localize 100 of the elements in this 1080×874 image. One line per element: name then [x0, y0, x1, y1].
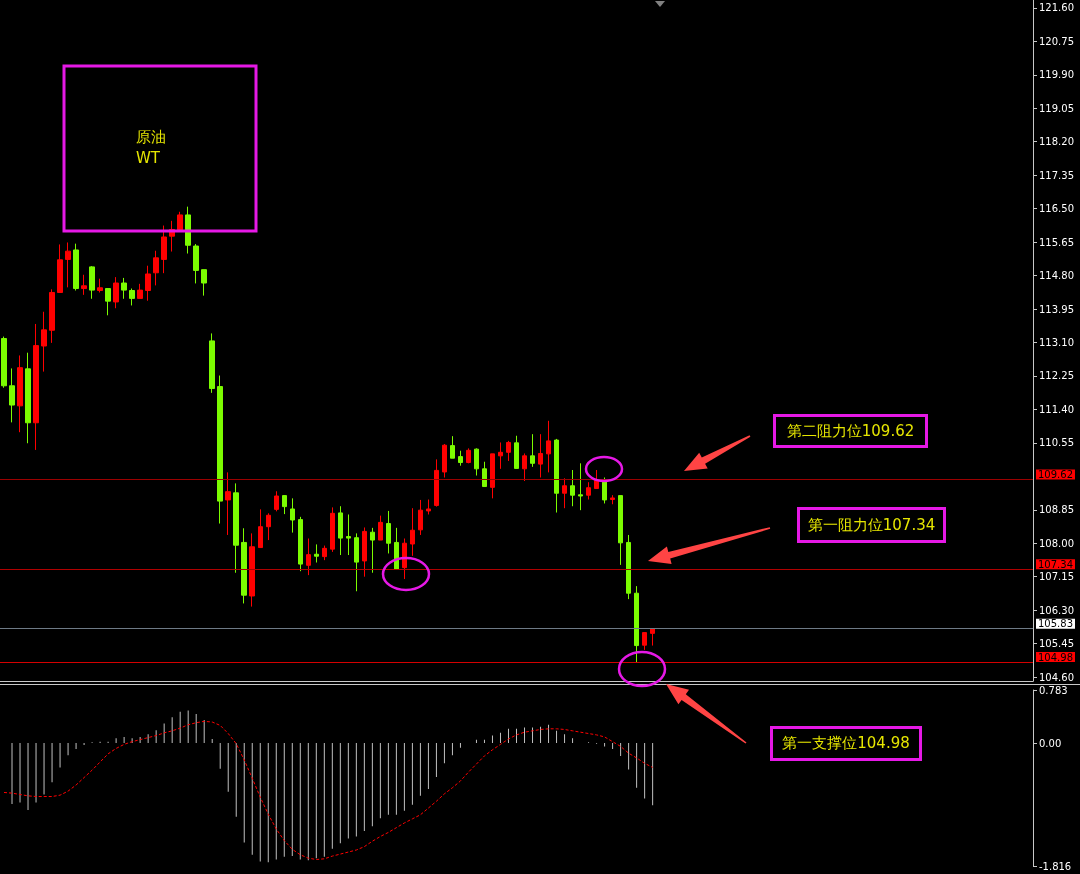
text: 原油 — [136, 127, 166, 146]
candlestick — [570, 469, 575, 507]
candlestick — [81, 274, 87, 296]
y-tick-label: 0.00 — [1039, 737, 1062, 749]
candlestick — [578, 462, 583, 511]
candlestick — [562, 477, 567, 509]
candlestick — [73, 243, 79, 292]
candlestick — [185, 206, 191, 255]
candlestick — [314, 543, 319, 564]
candlestick — [161, 225, 167, 274]
candlestick — [514, 435, 519, 469]
candlestick — [426, 499, 431, 515]
candlestick — [17, 354, 23, 433]
y-tick-label: 0.783 — [1039, 684, 1068, 696]
y-tick-label: 116.50 — [1039, 203, 1074, 215]
candlestick — [41, 311, 47, 373]
y-tick-label: 113.95 — [1039, 303, 1074, 315]
candlestick — [538, 433, 543, 478]
text: WT — [136, 148, 161, 167]
y-tick-label: 112.25 — [1039, 370, 1074, 382]
candlestick — [258, 508, 263, 549]
candlestick — [626, 534, 631, 600]
candlestick — [362, 526, 367, 578]
y-tick-label: 114.80 — [1039, 270, 1074, 282]
y-tick-label: -1.816 — [1039, 860, 1072, 872]
candlestick — [546, 420, 551, 473]
candlestick — [442, 443, 447, 478]
candlestick — [282, 494, 287, 515]
candlestick — [498, 441, 503, 470]
candlestick — [225, 471, 231, 536]
candlestick — [322, 545, 327, 561]
candlestick — [602, 476, 607, 504]
candlestick — [522, 452, 527, 482]
y-tick-label: 119.05 — [1039, 102, 1074, 114]
y-tick-label: 113.10 — [1039, 336, 1074, 348]
candlestick — [65, 241, 71, 288]
candlestick — [217, 375, 223, 525]
candlestick — [137, 283, 143, 299]
y-tick-label: 107.15 — [1039, 571, 1074, 583]
candlestick — [49, 288, 55, 344]
candlestick — [354, 532, 359, 592]
candlestick — [450, 435, 455, 459]
y-tick-label: 106.30 — [1039, 604, 1074, 616]
candlestick — [378, 515, 383, 541]
candlestick — [410, 507, 415, 557]
candlestick — [530, 433, 535, 468]
annotation: 第一支撑位104.98 — [770, 726, 922, 761]
line-series — [3, 720, 654, 860]
candlestick — [193, 243, 199, 284]
candlestick — [338, 505, 343, 556]
ref-line-label: 104.98 — [1038, 651, 1073, 663]
candlestick — [642, 632, 647, 651]
y-tick-label: 110.55 — [1039, 437, 1074, 449]
candlestick — [274, 490, 279, 512]
candlestick — [650, 628, 655, 647]
candlestick — [586, 481, 591, 501]
y-tick-label: 121.60 — [1039, 2, 1074, 14]
candlestick — [402, 538, 407, 580]
candlestick — [618, 495, 623, 566]
candlestick — [266, 512, 271, 541]
candlestick — [458, 450, 463, 467]
y-tick-label: 111.40 — [1039, 403, 1074, 415]
candlestick — [394, 527, 399, 570]
y-tick-label: 120.75 — [1039, 35, 1074, 47]
y-tick-label: 115.65 — [1039, 236, 1074, 248]
candlestick — [474, 447, 479, 477]
y-tick-label: 117.35 — [1039, 169, 1074, 181]
candlestick — [9, 367, 15, 423]
candlestick — [121, 277, 127, 300]
candlestick — [249, 532, 255, 608]
candlestick — [241, 527, 247, 604]
candlestick — [370, 527, 375, 574]
candlestick — [290, 497, 295, 534]
y-tick-label: 105.45 — [1039, 638, 1074, 650]
y-tick-label: 118.20 — [1039, 136, 1074, 148]
candlestick — [233, 482, 239, 574]
candlestick — [386, 510, 391, 554]
candlestick — [209, 332, 215, 394]
y-tick-label: 104.60 — [1039, 671, 1074, 683]
candlestick — [153, 250, 159, 286]
candlestick — [434, 458, 439, 508]
candlestick — [610, 494, 615, 505]
candlestick — [466, 447, 471, 464]
annotation: 第一阻力位107.34 — [797, 507, 946, 543]
candlestick — [418, 499, 423, 536]
ref-line-label: 105.83 — [1038, 618, 1073, 630]
candlestick — [330, 506, 335, 553]
candlestick — [506, 440, 511, 462]
candlestick — [105, 287, 111, 316]
candlestick — [490, 453, 495, 499]
candlestick — [554, 438, 559, 514]
candlestick — [298, 516, 303, 572]
y-tick-label: 108.85 — [1039, 504, 1074, 516]
y-tick-label: 108.00 — [1039, 537, 1074, 549]
candlestick — [89, 265, 95, 300]
candlestick — [346, 513, 351, 556]
candlestick — [1, 336, 7, 389]
candlestick — [201, 269, 207, 297]
candlestick — [33, 323, 39, 451]
candlestick — [634, 585, 639, 663]
